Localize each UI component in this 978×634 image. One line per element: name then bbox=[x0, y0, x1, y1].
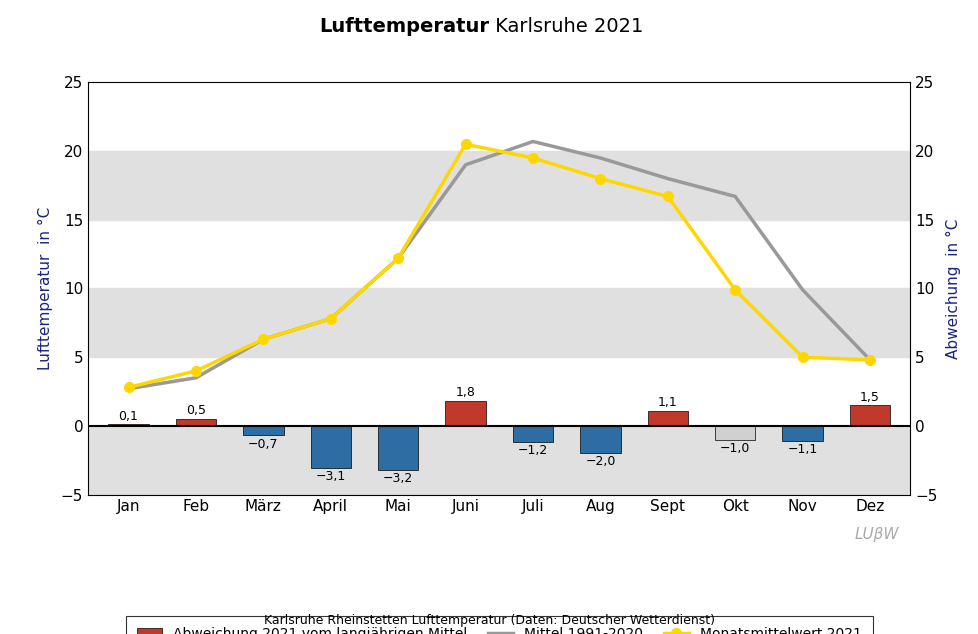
Bar bbox=[88, 288, 910, 357]
Text: −1,0: −1,0 bbox=[719, 442, 749, 455]
Bar bbox=[512, 426, 553, 443]
Text: Karlsruhe 2021: Karlsruhe 2021 bbox=[489, 17, 644, 36]
Text: 1,1: 1,1 bbox=[657, 396, 677, 409]
Bar bbox=[88, 426, 910, 495]
Bar bbox=[714, 426, 755, 439]
Text: −3,1: −3,1 bbox=[315, 470, 345, 484]
Text: −3,2: −3,2 bbox=[382, 472, 413, 485]
Bar bbox=[378, 426, 418, 470]
Text: −1,1: −1,1 bbox=[786, 443, 817, 456]
Y-axis label: Lufttemperatur  in °C: Lufttemperatur in °C bbox=[37, 207, 53, 370]
Bar bbox=[445, 401, 485, 426]
Bar bbox=[580, 426, 620, 453]
Bar bbox=[310, 426, 351, 469]
Bar bbox=[176, 419, 216, 426]
Text: Lufttemperatur: Lufttemperatur bbox=[319, 17, 489, 36]
Bar bbox=[646, 411, 688, 426]
Legend: Abweichung 2021 vom langjährigen Mittel, Mittel 1991-2020, Monatsmittelwert 2021: Abweichung 2021 vom langjährigen Mittel,… bbox=[125, 616, 872, 634]
Bar bbox=[781, 426, 822, 441]
Bar bbox=[849, 405, 889, 426]
Text: −0,7: −0,7 bbox=[247, 437, 279, 451]
Text: 0,1: 0,1 bbox=[118, 410, 138, 423]
Text: 1,8: 1,8 bbox=[455, 387, 475, 399]
Text: −1,2: −1,2 bbox=[517, 444, 548, 457]
Y-axis label: Abweichung  in °C: Abweichung in °C bbox=[945, 218, 960, 359]
Bar bbox=[88, 151, 910, 220]
Text: −2,0: −2,0 bbox=[585, 455, 615, 469]
Text: 1,5: 1,5 bbox=[860, 391, 879, 404]
Text: LUβW: LUβW bbox=[854, 527, 898, 542]
Bar bbox=[109, 425, 149, 426]
Text: Karlsruhe Rheinstetten Lufttemperatur (Daten: Deutscher Wetterdienst): Karlsruhe Rheinstetten Lufttemperatur (D… bbox=[264, 614, 714, 626]
Bar bbox=[243, 426, 284, 436]
Text: 0,5: 0,5 bbox=[186, 404, 205, 417]
